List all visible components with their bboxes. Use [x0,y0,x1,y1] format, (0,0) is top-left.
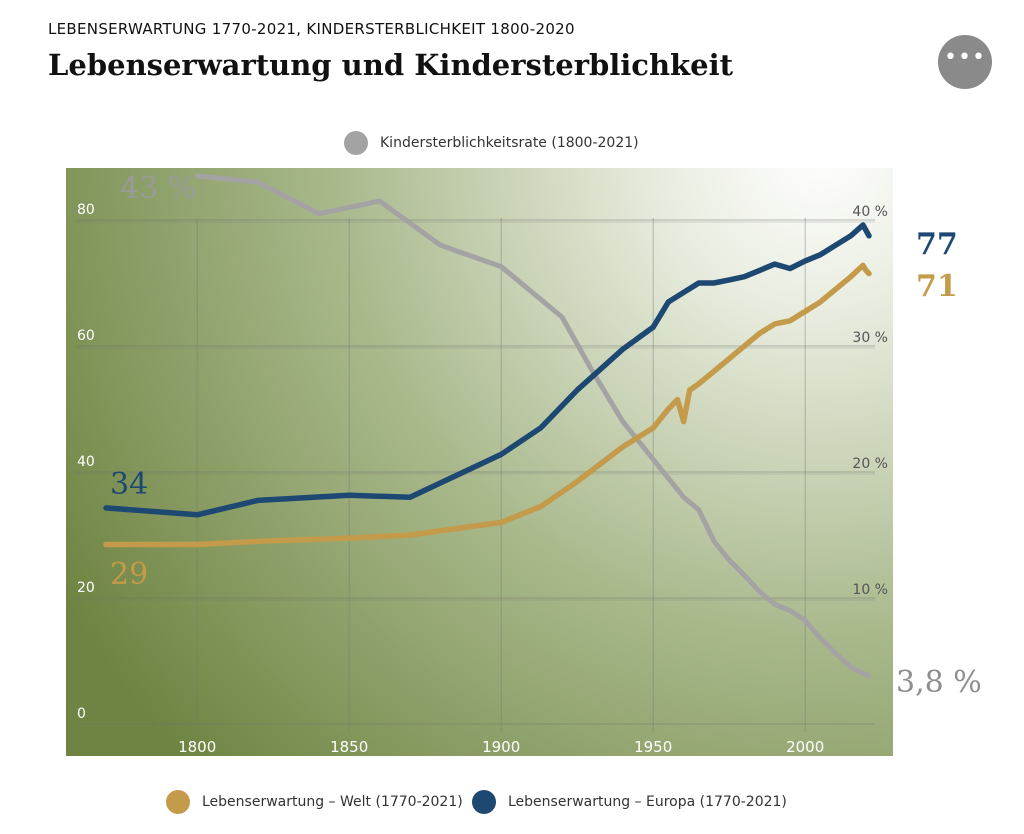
chart-title: Lebenserwartung und Kindersterblichkeit [48,48,733,82]
x-axis-ticks: 1800 1850 1900 1950 2000 [178,738,824,756]
y-right-tick-label: 10 % [852,582,888,598]
legend-swatch-world [166,790,190,814]
series-labels: 29 71 34 77 43 % 3,8 % [110,171,982,700]
series-lines [103,173,872,679]
more-options-button[interactable]: ••• [938,35,992,89]
x-tick-label: 2000 [786,738,824,756]
x-tick-label: 1900 [482,738,520,756]
y-axis-left-ticks: 0 20 40 60 80 [77,202,95,722]
x-tick-label: 1800 [178,738,216,756]
legend-item-child-mortality: Kindersterblichkeitsrate (1800-2021) [344,131,639,155]
y-left-tick-label: 0 [77,706,86,722]
chart-kicker: LEBENSERWARTUNG 1770-2021, KINDERSTERBLI… [48,20,575,38]
series-end-label-world: 71 [916,269,958,304]
legend-label-europe: Lebenserwartung – Europa (1770-2021) [508,794,787,810]
legend-swatch-europe [472,790,496,814]
grid-vertical [196,218,806,732]
y-right-tick-label: 40 % [852,204,888,220]
y-left-tick-label: 80 [77,202,95,218]
legend-item-europe: Lebenserwartung – Europa (1770-2021) [472,790,787,814]
series-line [103,262,872,548]
y-left-tick-label: 40 [77,454,95,470]
series-end-label-child: 3,8 % [896,665,982,700]
series-end-label-europe: 77 [916,227,958,262]
legend-item-world: Lebenserwartung – Welt (1770-2021) [166,790,463,814]
x-tick-label: 1950 [634,738,672,756]
x-tick-label: 1850 [330,738,368,756]
series-start-label-world: 29 [110,557,148,592]
series-start-label-child: 43 % [120,171,196,206]
y-axis-right-ticks: 10 % 20 % 30 % 40 % [852,204,888,598]
legend-swatch-child [344,131,368,155]
y-right-tick-label: 20 % [852,456,888,472]
series-start-label-europe: 34 [110,467,148,502]
series-line [194,173,872,679]
legend-label-world: Lebenserwartung – Welt (1770-2021) [202,794,463,810]
y-left-tick-label: 60 [77,328,95,344]
y-left-tick-label: 20 [77,580,95,596]
ellipsis-icon: ••• [944,45,986,70]
legend-label-child: Kindersterblichkeitsrate (1800-2021) [380,135,639,151]
y-right-tick-label: 30 % [852,330,888,346]
series-line [103,222,872,518]
